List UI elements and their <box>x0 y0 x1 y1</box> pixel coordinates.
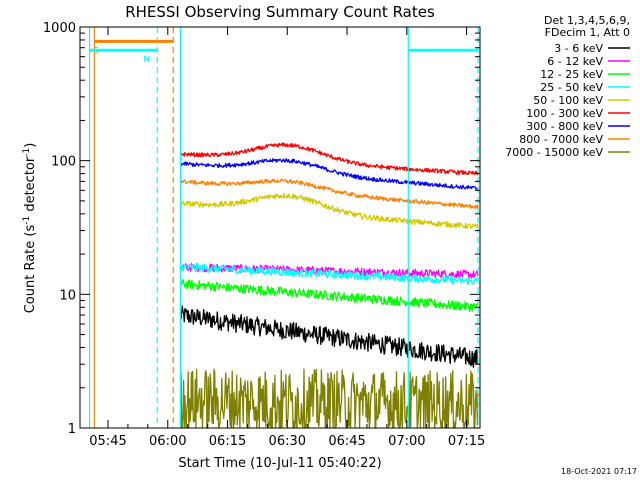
y-axis-label: Count Rate (s-1 detector-1) <box>22 143 38 314</box>
x-tick-label-4: 06:45 <box>328 434 365 449</box>
x-tick-label-5: 07:00 <box>388 434 425 449</box>
legend-label-0: 3 - 6 keV <box>554 42 603 55</box>
legend-header-0: Det 1,3,4,5,6,9, <box>544 14 630 27</box>
flag-label-n: N <box>143 55 150 65</box>
y-axis-label-main: Count Rate (s <box>23 225 38 314</box>
legend-label-7: 800 - 7000 keV <box>519 133 603 146</box>
y-tick-label-3: 1000 <box>43 21 76 36</box>
y-tick-label-0: 1 <box>68 422 76 437</box>
legend-label-1: 6 - 12 keV <box>547 55 603 68</box>
x-tick-label-2: 06:15 <box>209 434 246 449</box>
annotation-layer: SN <box>88 27 479 428</box>
y-axis-label-sup1: -1 <box>22 216 32 225</box>
legend: Det 1,3,4,5,6,9,FDecim 1, Att 0 3 - 6 keV… <box>505 14 630 159</box>
legend-label-3: 25 - 50 keV <box>540 81 603 94</box>
x-tick-label-0: 05:45 <box>89 434 126 449</box>
plot-frame <box>79 26 481 429</box>
series-line-7 <box>179 178 479 209</box>
x-tick-label-6: 07:15 <box>448 434 485 449</box>
y-axis-label-end: ) <box>23 143 38 148</box>
legend-header-1: FDecim 1, Att 0 <box>545 26 630 39</box>
y-axis-label-sup2: -1 <box>22 148 32 157</box>
legend-label-5: 100 - 300 keV <box>526 107 603 120</box>
x-tick-label-1: 06:00 <box>149 434 186 449</box>
x-axis-label: Start Time (10-Jul-11 05:40:22) <box>178 456 381 471</box>
y-tick-label-2: 100 <box>51 155 76 170</box>
series-line-6 <box>179 157 479 190</box>
series-line-8 <box>179 368 479 429</box>
x-axis-ticks: 05:45 06:00 06:15 06:30 06:45 07:00 07:15 <box>89 27 485 449</box>
y-tick-label-1: 10 <box>59 288 76 303</box>
series-line-2 <box>179 278 479 312</box>
legend-label-4: 50 - 100 keV <box>533 94 603 107</box>
y-axis-label-mid: detector <box>23 156 38 216</box>
generation-timestamp: 18-Oct-2021 07:17 <box>561 467 637 476</box>
legend-label-6: 300 - 800 keV <box>526 120 603 133</box>
y-axis-ticks: 1 10 100 1000 <box>43 21 480 437</box>
series-line-0 <box>179 305 479 368</box>
legend-label-8: 7000 - 15000 keV <box>505 146 603 159</box>
x-tick-label-3: 06:30 <box>269 434 306 449</box>
series-line-5 <box>179 142 479 176</box>
series-layer <box>179 142 479 429</box>
series-line-4 <box>179 192 479 229</box>
series-line-3 <box>179 263 479 286</box>
legend-label-2: 12 - 25 keV <box>540 68 603 81</box>
chart-title: RHESSI Observing Summary Count Rates <box>125 3 435 21</box>
